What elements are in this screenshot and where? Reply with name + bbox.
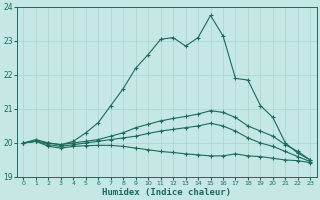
X-axis label: Humidex (Indice chaleur): Humidex (Indice chaleur) — [102, 188, 231, 197]
